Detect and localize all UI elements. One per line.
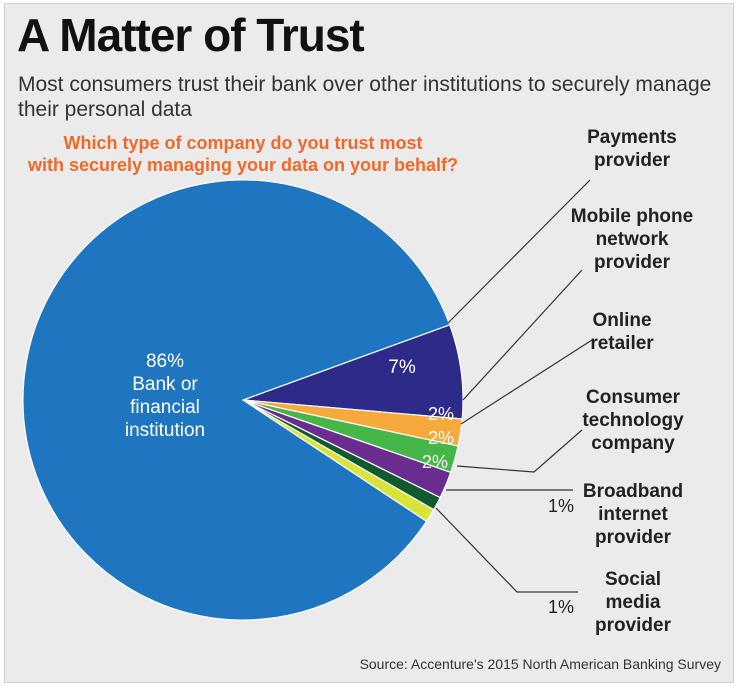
value-social: 1% bbox=[548, 597, 574, 617]
value-mobile: 2% bbox=[428, 404, 454, 424]
label-broadband: Broadband internet provider bbox=[583, 481, 683, 548]
chart-title: A Matter of Trust bbox=[17, 9, 365, 61]
label-social: Social media provider bbox=[595, 569, 672, 636]
leader-mobile bbox=[462, 269, 583, 401]
value-broadband: 1% bbox=[548, 496, 574, 516]
leader-payments bbox=[447, 179, 591, 324]
leader-consumer-tech bbox=[456, 429, 583, 473]
value-payments: 7% bbox=[388, 357, 416, 378]
label-bank: 86% Bank or financial institution bbox=[125, 351, 205, 441]
label-consumer-tech: Consumer technology company bbox=[582, 387, 684, 454]
value-online: 2% bbox=[428, 428, 454, 448]
question-text: Which type of company do you trust most w… bbox=[27, 133, 458, 175]
pie-slice-bank-or-financial-institution bbox=[22, 179, 451, 621]
leader-online bbox=[460, 339, 593, 425]
source-note: Source: Accenture's 2015 North American … bbox=[359, 656, 721, 672]
chart-subtitle: Most consumers trust their bank over oth… bbox=[18, 73, 712, 121]
value-consumer-tech: 2% bbox=[422, 452, 448, 472]
label-payments: Payments provider bbox=[587, 127, 677, 171]
label-mobile: Mobile phone network provider bbox=[571, 206, 693, 273]
leader-social bbox=[435, 507, 578, 593]
label-online: Online retailer bbox=[590, 310, 654, 354]
